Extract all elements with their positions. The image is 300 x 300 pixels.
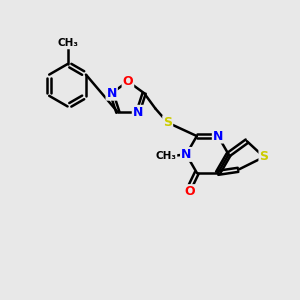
Text: N: N bbox=[181, 148, 191, 161]
Text: O: O bbox=[184, 185, 195, 198]
Text: CH₃: CH₃ bbox=[57, 38, 78, 48]
Text: N: N bbox=[133, 106, 143, 119]
Text: CH₃: CH₃ bbox=[155, 151, 176, 161]
Text: N: N bbox=[213, 130, 223, 142]
Text: O: O bbox=[123, 75, 133, 88]
Text: S: S bbox=[260, 151, 268, 164]
Text: N: N bbox=[106, 87, 117, 100]
Text: S: S bbox=[163, 116, 172, 129]
